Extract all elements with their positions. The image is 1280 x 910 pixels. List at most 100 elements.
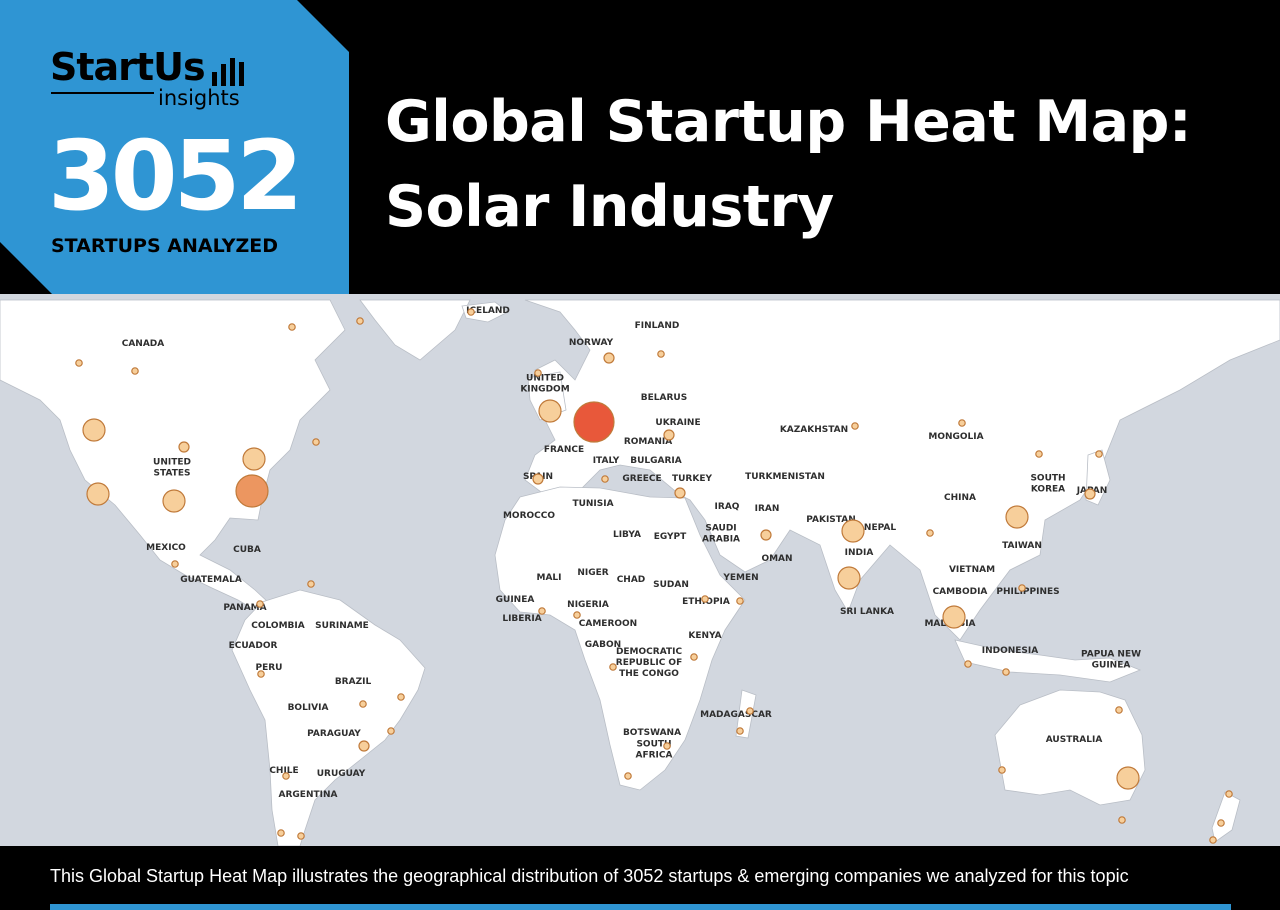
startup-bubble-dot[interactable] — [736, 727, 744, 735]
world-map-canvas: CANADA UNITED STATES MEXICO CUBA GUATEMALA PAN… — [0, 299, 1280, 847]
startup-bubble-dot[interactable] — [601, 475, 609, 483]
startup-bubble-dot[interactable] — [356, 317, 364, 325]
startup-bubble-dot[interactable] — [312, 438, 320, 446]
startup-bubble-dot[interactable] — [998, 766, 1006, 774]
country-label-iran: IRAN — [755, 504, 780, 514]
country-label-libya: LIBYA — [613, 530, 641, 540]
country-label-oman: OMAN — [761, 554, 792, 564]
startup-bubble-dot[interactable] — [690, 653, 698, 661]
startup-bubble-dot[interactable] — [171, 560, 179, 568]
country-label-morocco: MOROCCO — [503, 511, 555, 521]
startup-bubble-dot[interactable] — [657, 350, 665, 358]
startup-bubble-dot[interactable] — [701, 595, 709, 603]
startup-bubble-tiny[interactable] — [358, 740, 370, 752]
startup-bubble-dot[interactable] — [1095, 450, 1103, 458]
country-label-taiwan: TAIWAN — [1002, 541, 1042, 551]
south-america-landmass — [231, 589, 426, 847]
country-label-united-kingdom: UNITED KINGDOM — [520, 374, 569, 395]
startup-bubble-dot[interactable] — [534, 369, 542, 377]
startup-bubble-dot[interactable] — [297, 832, 305, 840]
startup-bubble-dot[interactable] — [1209, 836, 1217, 844]
country-label-sri-lanka: SRI LANKA — [840, 607, 894, 617]
startup-bubble-dot[interactable] — [131, 367, 139, 375]
header-bar: StartUs insights 3052 STARTUPS ANALYZED … — [0, 0, 1280, 294]
country-label-greece: GREECE — [622, 474, 661, 484]
startup-bubble-low[interactable] — [1116, 766, 1140, 790]
startup-bubble-dot[interactable] — [1115, 706, 1123, 714]
startup-bubble-dot[interactable] — [1225, 790, 1233, 798]
country-label-bolivia: BOLIVIA — [288, 703, 329, 713]
startup-bubble-low[interactable] — [242, 447, 266, 471]
startup-bubble-low[interactable] — [1005, 505, 1029, 529]
country-label-turkmenistan: TURKMENISTAN — [745, 472, 825, 482]
startup-bubble-dot[interactable] — [746, 707, 754, 715]
country-label-egypt: EGYPT — [654, 532, 687, 542]
startup-bubble-dot[interactable] — [277, 829, 285, 837]
startup-bubble-dot[interactable] — [1217, 819, 1225, 827]
country-label-brazil: BRAZIL — [335, 677, 372, 687]
startup-bubble-dot[interactable] — [736, 597, 744, 605]
startup-bubble-dot[interactable] — [257, 670, 265, 678]
new-zealand-landmass — [1211, 791, 1241, 843]
startup-bubble-dot[interactable] — [609, 663, 617, 671]
startup-bubble-dot[interactable] — [397, 693, 405, 701]
startup-bubble-mid[interactable] — [235, 474, 269, 508]
country-label-norway: NORWAY — [569, 338, 614, 348]
startup-bubble-dot[interactable] — [467, 308, 475, 316]
startup-bubble-tiny[interactable] — [663, 429, 675, 441]
startup-bubble-dot[interactable] — [1118, 816, 1126, 824]
startup-bubble-dot[interactable] — [624, 772, 632, 780]
africa-landmass — [494, 486, 746, 791]
startup-bubble-low[interactable] — [162, 489, 186, 513]
startup-bubble-high[interactable] — [573, 401, 615, 443]
footer: This Global Startup Heat Map illustrates… — [0, 846, 1280, 910]
startup-bubble-dot[interactable] — [307, 580, 315, 588]
startup-bubble-tiny[interactable] — [674, 487, 686, 499]
startup-bubble-dot[interactable] — [964, 660, 972, 668]
country-label-cameroon: CAMEROON — [579, 619, 637, 629]
country-label-tunisia: TUNISIA — [572, 499, 613, 509]
startup-bubble-dot[interactable] — [573, 611, 581, 619]
startup-bubble-dot[interactable] — [256, 600, 264, 608]
country-label-australia: AUSTRALIA — [1046, 735, 1103, 745]
startup-bubble-dot[interactable] — [1035, 450, 1043, 458]
startup-bubble-dot[interactable] — [387, 727, 395, 735]
startup-bubble-dot[interactable] — [1018, 584, 1026, 592]
startup-bubble-tiny[interactable] — [603, 352, 615, 364]
startup-bubble-dot[interactable] — [538, 607, 546, 615]
startup-bubble-dot[interactable] — [1002, 668, 1010, 676]
country-label-suriname: SURINAME — [315, 621, 369, 631]
indonesia-landmass — [954, 639, 1142, 683]
country-label-bulgaria: BULGARIA — [630, 456, 682, 466]
country-label-peru: PERU — [256, 663, 283, 673]
startup-bubble-low[interactable] — [86, 482, 110, 506]
startup-bubble-dot[interactable] — [282, 772, 290, 780]
country-label-nigeria: NIGERIA — [567, 600, 609, 610]
country-label-democratic-republic-of-the-congo: DEMOCRATIC REPUBLIC OF THE CONGO — [616, 647, 683, 679]
madagascar-landmass — [735, 689, 757, 739]
startup-bubble-dot[interactable] — [958, 419, 966, 427]
startup-bubble-tiny[interactable] — [532, 473, 544, 485]
country-label-vietnam: VIETNAM — [949, 565, 995, 575]
startup-bubble-dot[interactable] — [359, 700, 367, 708]
page-title-line-2: Solar Industry — [385, 174, 834, 240]
country-label-south-africa: SOUTH AFRICA — [636, 740, 673, 761]
startup-bubble-dot[interactable] — [926, 529, 934, 537]
startup-bubble-low[interactable] — [837, 566, 861, 590]
startup-bubble-dot[interactable] — [663, 742, 671, 750]
country-label-saudi-arabia: SAUDI ARABIA — [702, 524, 740, 545]
startup-bubble-dot[interactable] — [288, 323, 296, 331]
startup-bubble-low[interactable] — [841, 519, 865, 543]
footer-description: This Global Startup Heat Map illustrates… — [50, 866, 1129, 886]
startup-bubble-tiny[interactable] — [760, 529, 772, 541]
startup-bubble-low[interactable] — [942, 605, 966, 629]
startup-bubble-tiny[interactable] — [178, 441, 190, 453]
startup-bubble-low[interactable] — [82, 418, 106, 442]
startup-bubble-low[interactable] — [538, 399, 562, 423]
startup-bubble-tiny[interactable] — [1084, 488, 1096, 500]
country-label-mexico: MEXICO — [146, 543, 186, 553]
startup-bubble-dot[interactable] — [851, 422, 859, 430]
brand-underline — [51, 92, 154, 94]
startup-bubble-dot[interactable] — [75, 359, 83, 367]
country-label-madagascar: MADAGASCAR — [700, 710, 772, 720]
